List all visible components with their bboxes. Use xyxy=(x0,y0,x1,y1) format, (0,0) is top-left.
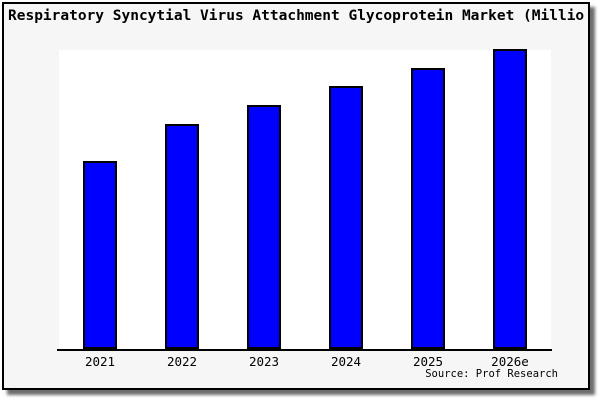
source-credit: Source: Prof Research xyxy=(425,368,558,380)
x-tick-label-2022: 2022 xyxy=(166,354,198,369)
plot-area xyxy=(59,50,551,350)
bar-2021 xyxy=(83,161,117,349)
chart-frame: Respiratory Syncytial Virus Attachment G… xyxy=(2,2,590,390)
x-tick-label-2026e: 2026e xyxy=(491,354,529,369)
bar-2024 xyxy=(329,86,363,349)
x-tick-label-2023: 2023 xyxy=(248,354,280,369)
x-tick-label-2021: 2021 xyxy=(84,354,116,369)
bar-2025 xyxy=(411,68,445,349)
x-axis-line xyxy=(57,349,552,351)
bar-2023 xyxy=(247,105,281,349)
x-tick-label-2025: 2025 xyxy=(412,354,444,369)
bar-2022 xyxy=(165,124,199,349)
bar-2026e xyxy=(493,49,527,349)
x-tick-label-2024: 2024 xyxy=(330,354,362,369)
chart-title: Respiratory Syncytial Virus Attachment G… xyxy=(8,8,585,24)
